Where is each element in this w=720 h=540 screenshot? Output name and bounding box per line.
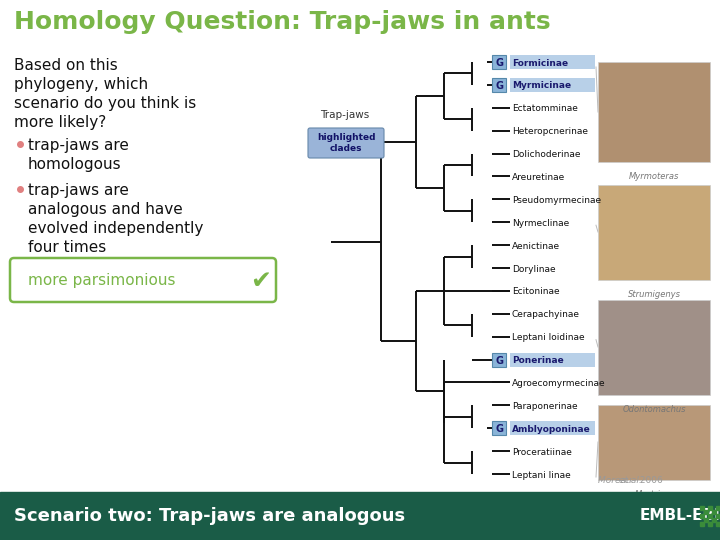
Text: G: G <box>495 58 503 68</box>
Text: phylogeny, which: phylogeny, which <box>14 77 148 92</box>
Bar <box>598 62 710 162</box>
Bar <box>598 300 710 395</box>
Text: Leptani linae: Leptani linae <box>512 470 571 480</box>
Bar <box>700 522 704 526</box>
Bar <box>0 492 720 540</box>
Text: 2006: 2006 <box>637 476 662 485</box>
Text: ✔: ✔ <box>250 269 271 293</box>
Text: Ecitoninae: Ecitoninae <box>512 287 559 296</box>
Text: scenario do you think is: scenario do you think is <box>14 96 197 111</box>
Bar <box>510 78 595 92</box>
FancyBboxPatch shape <box>308 128 384 158</box>
Text: Agroecomyrmecinae: Agroecomyrmecinae <box>512 379 606 388</box>
Text: Dolichoderinae: Dolichoderinae <box>512 150 580 159</box>
Text: Mystrium: Mystrium <box>634 490 674 499</box>
Text: et al.: et al. <box>619 476 642 485</box>
Bar <box>492 78 506 92</box>
Text: Ponerinae: Ponerinae <box>512 356 564 365</box>
Bar <box>704 510 708 514</box>
Bar <box>708 514 712 518</box>
Bar <box>712 510 716 514</box>
Text: Trap-jaws: Trap-jaws <box>320 110 369 120</box>
Bar <box>492 353 506 367</box>
Text: Formicinae: Formicinae <box>512 58 568 68</box>
Text: Myrmoteras: Myrmoteras <box>629 172 679 181</box>
Bar <box>510 55 595 69</box>
Text: EMBL-EBI: EMBL-EBI <box>640 509 720 523</box>
Text: Scenario two: Trap-jaws are analogous: Scenario two: Trap-jaws are analogous <box>14 507 405 525</box>
Text: evolved independently: evolved independently <box>28 221 203 236</box>
Text: highlighted
clades: highlighted clades <box>317 133 375 153</box>
Text: Strumigenys: Strumigenys <box>628 290 680 299</box>
Text: homologous: homologous <box>28 157 122 172</box>
Bar <box>510 421 595 435</box>
Text: more parsimonious: more parsimonious <box>28 273 176 287</box>
FancyBboxPatch shape <box>10 258 276 302</box>
Text: Leptani loidinae: Leptani loidinae <box>512 333 585 342</box>
Text: Aenictinae: Aenictinae <box>512 241 560 251</box>
Bar <box>598 185 710 280</box>
Text: four times: four times <box>28 240 107 255</box>
Text: Odontomachus: Odontomachus <box>622 405 685 414</box>
Text: Ectatomminae: Ectatomminae <box>512 104 578 113</box>
Text: trap-jaws are: trap-jaws are <box>28 183 129 198</box>
Bar <box>712 518 716 522</box>
Bar <box>700 506 704 510</box>
Text: G: G <box>495 81 503 91</box>
Text: trap-jaws are: trap-jaws are <box>28 138 129 153</box>
Text: Homology Question: Trap-jaws in ants: Homology Question: Trap-jaws in ants <box>14 10 551 34</box>
Text: Amblyoponinae: Amblyoponinae <box>512 425 590 434</box>
Text: Paraponerinae: Paraponerinae <box>512 402 577 411</box>
Bar <box>598 405 710 480</box>
Text: Moreau: Moreau <box>598 476 634 485</box>
Bar <box>716 506 720 510</box>
Text: Proceratiinae: Proceratiinae <box>512 448 572 457</box>
Text: analogous and have: analogous and have <box>28 202 183 217</box>
Bar <box>510 353 595 367</box>
Bar <box>716 514 720 518</box>
Text: G: G <box>495 355 503 366</box>
Bar <box>700 514 704 518</box>
Bar <box>708 506 712 510</box>
Bar <box>716 522 720 526</box>
Text: more likely?: more likely? <box>14 115 107 130</box>
Text: Areuretinae: Areuretinae <box>512 173 565 182</box>
Text: G: G <box>495 424 503 434</box>
Text: Dorylinae: Dorylinae <box>512 265 556 273</box>
Text: Myrmicinae: Myrmicinae <box>512 82 571 90</box>
Bar <box>492 55 506 69</box>
Bar <box>704 518 708 522</box>
Text: Cerapachyinae: Cerapachyinae <box>512 310 580 319</box>
Text: Nyrmeclinae: Nyrmeclinae <box>512 219 570 228</box>
Text: Pseudomyrmecinae: Pseudomyrmecinae <box>512 196 601 205</box>
Text: Based on this: Based on this <box>14 58 118 73</box>
Bar <box>708 522 712 526</box>
Text: Heteropcnerinae: Heteropcnerinae <box>512 127 588 136</box>
Bar <box>492 421 506 435</box>
